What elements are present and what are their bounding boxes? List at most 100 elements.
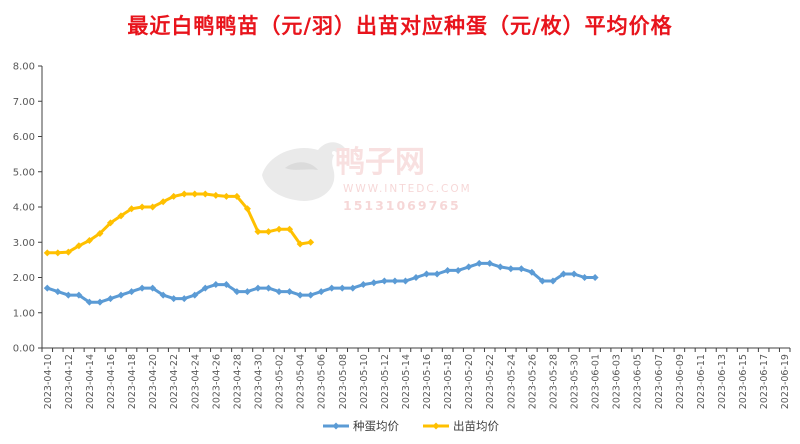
- x-tick-label: 2023-05-16: [422, 354, 433, 409]
- x-tick-label: 2023-06-17: [759, 354, 770, 409]
- y-tick-label: 3.00: [13, 238, 35, 249]
- data-point: [233, 288, 241, 296]
- data-point: [191, 291, 199, 299]
- data-point: [423, 270, 431, 278]
- data-point: [296, 240, 304, 248]
- x-tick-label: 2023-05-08: [338, 354, 349, 409]
- data-point: [349, 284, 357, 292]
- x-tick-label: 2023-05-20: [464, 354, 475, 409]
- data-point: [170, 295, 178, 303]
- data-point: [380, 277, 388, 285]
- data-point: [75, 291, 83, 299]
- x-tick-label: 2023-04-28: [232, 354, 243, 409]
- data-point: [570, 270, 578, 278]
- data-point: [180, 295, 188, 303]
- y-tick-label: 4.00: [13, 203, 35, 214]
- x-tick-label: 2023-06-05: [633, 354, 644, 409]
- data-point: [559, 270, 567, 278]
- data-point: [359, 281, 367, 289]
- data-point: [149, 203, 157, 211]
- data-point: [43, 284, 51, 292]
- data-point: [454, 266, 462, 274]
- watermark-brand: 鸭子网: [335, 145, 425, 180]
- x-tick-label: 2023-06-07: [654, 354, 665, 409]
- data-point: [138, 203, 146, 211]
- data-point: [201, 284, 209, 292]
- data-point: [275, 225, 283, 233]
- x-tick-label: 2023-06-11: [696, 354, 707, 409]
- data-point: [96, 229, 104, 237]
- data-point: [75, 242, 83, 250]
- data-point: [106, 295, 114, 303]
- data-point: [85, 236, 93, 244]
- data-point: [243, 205, 251, 213]
- series-2: [43, 190, 315, 257]
- x-tick-label: 2023-04-18: [127, 354, 138, 409]
- data-point: [307, 291, 315, 299]
- data-point: [338, 284, 346, 292]
- x-tick-label: 2023-05-10: [359, 354, 370, 409]
- x-tick-label: 2023-04-10: [43, 354, 54, 409]
- y-tick-label: 6.00: [13, 132, 35, 143]
- data-point: [149, 284, 157, 292]
- x-tick-label: 2023-05-12: [380, 354, 391, 409]
- data-point: [412, 274, 420, 281]
- y-tick-label: 5.00: [13, 167, 35, 178]
- legend-item-2: 出苗均价: [423, 419, 499, 433]
- data-point: [222, 192, 230, 200]
- data-point: [254, 284, 262, 292]
- data-point: [581, 274, 589, 281]
- data-point: [486, 259, 494, 267]
- data-point: [159, 291, 167, 299]
- x-tick-label: 2023-06-15: [738, 354, 749, 409]
- y-tick-label: 0.00: [13, 344, 35, 355]
- data-point: [286, 288, 294, 296]
- data-point: [159, 198, 167, 206]
- data-point: [96, 298, 104, 306]
- x-tick-label: 2023-05-14: [401, 354, 412, 409]
- data-point: [85, 298, 93, 306]
- x-tick-label: 2023-05-26: [527, 354, 538, 409]
- data-point: [296, 291, 304, 299]
- data-point: [496, 263, 504, 271]
- data-point: [117, 212, 125, 220]
- x-tick-label: 2023-05-28: [548, 354, 559, 409]
- watermark-logo: 鸭子网 WWW.INTEDC.COM 15131069765: [262, 142, 470, 213]
- x-tick-label: 2023-05-04: [296, 354, 307, 409]
- y-tick-label: 7.00: [13, 97, 35, 108]
- x-tick-label: 2023-04-24: [190, 354, 201, 409]
- x-tick-label: 2023-04-26: [211, 354, 222, 409]
- x-tick-label: 2023-05-30: [570, 354, 581, 409]
- data-point: [591, 274, 599, 281]
- data-point: [549, 277, 557, 285]
- data-point: [43, 249, 51, 257]
- data-point: [317, 288, 325, 296]
- data-point: [286, 225, 294, 233]
- x-tick-label: 2023-06-01: [591, 354, 602, 409]
- data-point: [54, 288, 62, 296]
- legend-swatch-marker: [332, 422, 340, 430]
- data-point: [517, 265, 525, 273]
- data-point: [538, 277, 546, 285]
- data-point: [191, 190, 199, 198]
- x-tick-label: 2023-04-30: [253, 354, 264, 409]
- data-point: [265, 284, 273, 292]
- x-tick-label: 2023-06-19: [780, 354, 791, 409]
- data-point: [307, 238, 315, 246]
- x-tick-label: 2023-06-13: [717, 354, 728, 409]
- chart-title: 最近白鸭鸭苗（元/羽）出苗对应种蛋（元/枚）平均价格: [127, 14, 673, 38]
- series-1: [43, 259, 599, 306]
- data-point: [391, 277, 399, 285]
- legend-label: 种蛋均价: [353, 419, 399, 433]
- x-tick-label: 2023-05-02: [275, 354, 286, 409]
- x-tick-label: 2023-04-22: [169, 354, 180, 409]
- x-tick-label: 2023-06-09: [675, 354, 686, 409]
- x-tick-label: 2023-05-18: [443, 354, 454, 409]
- legend-item-1: 种蛋均价: [323, 419, 399, 433]
- data-point: [401, 277, 409, 285]
- data-point: [128, 288, 136, 296]
- data-point: [180, 190, 188, 198]
- y-tick-label: 1.00: [13, 308, 35, 319]
- data-point: [243, 288, 251, 296]
- x-tick-label: 2023-05-06: [317, 354, 328, 409]
